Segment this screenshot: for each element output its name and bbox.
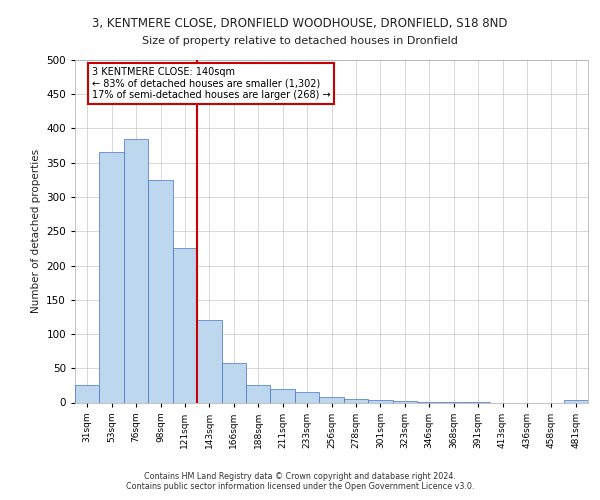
Bar [295, 392, 319, 402]
Text: Size of property relative to detached houses in Dronfield: Size of property relative to detached ho… [142, 36, 458, 46]
Bar [563, 400, 588, 402]
Bar [271, 389, 295, 402]
Bar [246, 386, 271, 402]
Bar [148, 180, 173, 402]
Bar [392, 401, 417, 402]
Bar [100, 152, 124, 402]
Bar [319, 397, 344, 402]
Text: Contains public sector information licensed under the Open Government Licence v3: Contains public sector information licen… [126, 482, 474, 491]
Text: 3 KENTMERE CLOSE: 140sqm
← 83% of detached houses are smaller (1,302)
17% of sem: 3 KENTMERE CLOSE: 140sqm ← 83% of detach… [92, 67, 330, 100]
Bar [75, 386, 100, 402]
Bar [197, 320, 221, 402]
Bar [368, 400, 392, 402]
Y-axis label: Number of detached properties: Number of detached properties [31, 149, 41, 314]
Bar [173, 248, 197, 402]
Bar [221, 363, 246, 403]
Bar [344, 399, 368, 402]
Text: Contains HM Land Registry data © Crown copyright and database right 2024.: Contains HM Land Registry data © Crown c… [144, 472, 456, 481]
Text: 3, KENTMERE CLOSE, DRONFIELD WOODHOUSE, DRONFIELD, S18 8ND: 3, KENTMERE CLOSE, DRONFIELD WOODHOUSE, … [92, 18, 508, 30]
Bar [124, 139, 148, 402]
